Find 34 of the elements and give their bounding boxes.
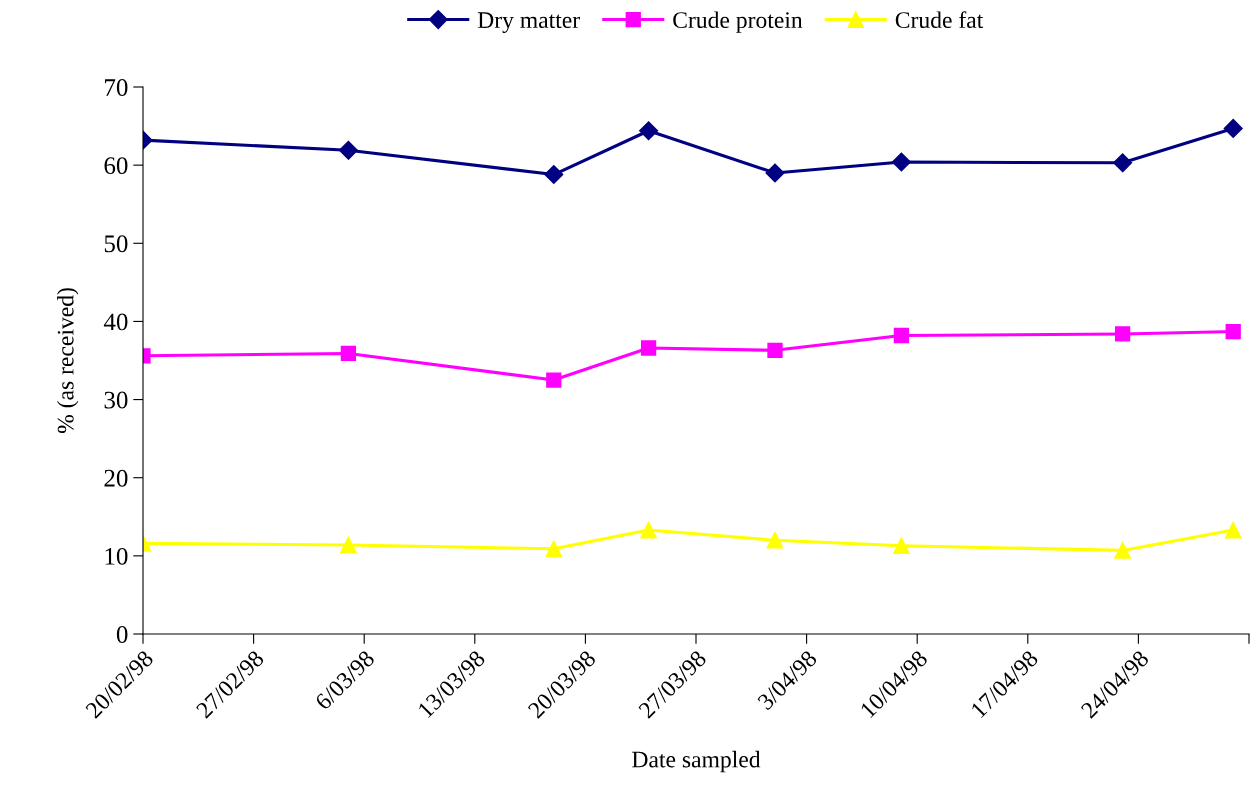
legend-label: Crude protein [673,11,803,33]
point [340,536,357,554]
point [545,540,563,558]
y-axis-title: % (as received) [57,288,79,434]
y-tick-label: 10 [105,547,128,565]
point [1113,153,1133,173]
point [767,342,783,358]
point [1114,326,1131,342]
y-tick-label: 20 [104,469,128,487]
legend-label: Dry matter [477,12,580,33]
point [893,327,910,344]
point [544,164,564,185]
point [640,340,657,356]
y-tick-label: 60 [104,157,128,175]
point [546,372,562,388]
point [1114,542,1131,559]
point [891,152,911,172]
point [766,531,784,549]
point [640,521,657,539]
legend-label: Crude fat [895,11,984,29]
point [639,121,659,141]
point [338,140,358,160]
point [893,537,910,555]
y-tick-label: 0 [116,626,128,643]
point [1223,118,1243,138]
point [765,163,785,183]
y-tick-label: 30 [104,391,128,409]
point [1224,521,1242,539]
y-tick-label: 70 [105,79,128,96]
point [1225,323,1241,340]
x-axis-title: Date sampled [632,750,761,773]
y-tick-label: 50 [104,235,128,253]
point [340,345,357,362]
y-tick-label: 40 [103,313,128,331]
